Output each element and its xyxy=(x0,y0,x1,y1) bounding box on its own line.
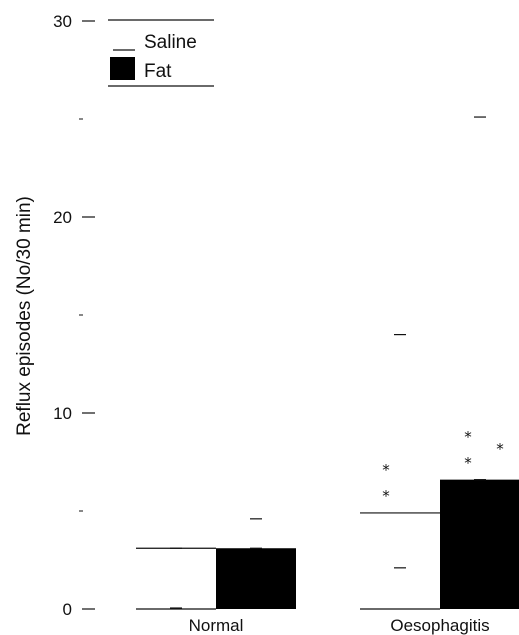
x-axis-categories: Normal Oesophagitis xyxy=(189,616,490,635)
bars xyxy=(136,479,519,610)
category-label: Normal xyxy=(189,616,244,635)
y-tick-label: 0 xyxy=(63,600,72,619)
y-axis-label: Reflux episodes (No/30 min) xyxy=(14,196,35,436)
legend-fat-label: Fat xyxy=(144,61,172,82)
significance-star: * xyxy=(464,454,472,472)
y-axis: 0 10 20 30 xyxy=(53,12,95,619)
category-label: Oesophagitis xyxy=(390,616,489,635)
significance-star: * xyxy=(496,440,504,458)
y-tick-label: 10 xyxy=(53,404,72,423)
bar-fat xyxy=(216,548,296,609)
y-tick-label: 20 xyxy=(53,208,72,227)
significance-star: * xyxy=(382,487,390,505)
legend-fat-swatch xyxy=(110,57,135,80)
error-bars xyxy=(170,116,486,609)
significance-star: * xyxy=(382,461,390,479)
bar-fat xyxy=(440,479,519,609)
legend-saline-label: Saline xyxy=(144,32,197,53)
legend: Saline Fat xyxy=(108,19,214,87)
y-tick-label: 30 xyxy=(53,12,72,31)
significance-markers: * * * * * xyxy=(382,428,504,505)
significance-star: * xyxy=(464,428,472,446)
